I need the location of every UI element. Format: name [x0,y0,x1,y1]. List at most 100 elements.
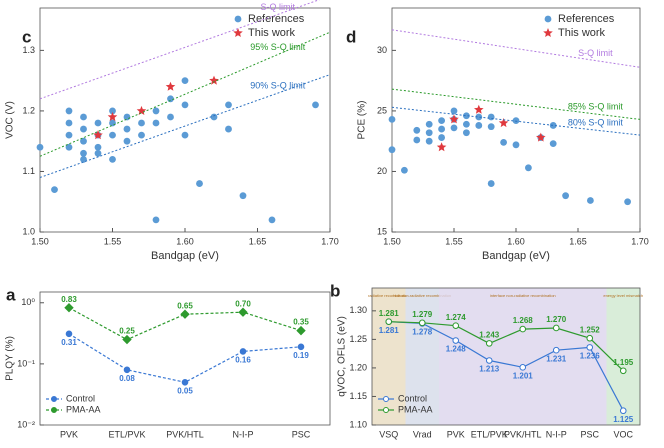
point [552,346,560,354]
point [65,131,73,139]
legend-label: This work [558,27,606,39]
value-label: 1.201 [513,371,534,380]
x-tick-label: 1.50 [31,236,49,246]
y-tick-label: 1.1 [22,166,35,176]
point [238,307,248,317]
point [562,192,569,200]
point [418,319,426,327]
point [123,366,131,374]
limit-line [39,0,320,100]
point [123,113,131,121]
point [65,330,73,338]
region [405,288,439,425]
point [436,142,447,152]
y-tick-label: 15 [377,226,387,236]
point [525,164,532,172]
point [180,309,190,319]
point [519,325,527,333]
point [181,131,189,139]
x-tick-label: PVK [447,429,465,439]
point [425,129,433,137]
point [210,113,218,121]
x-tick-label: PVK/HTL [504,429,542,439]
point [80,149,87,157]
point [152,119,160,127]
point [64,303,74,313]
point [619,407,627,415]
legend-marker [51,396,57,402]
point [122,334,132,345]
series-line [68,333,302,383]
point [385,318,393,325]
legend-marker [233,28,243,37]
point [485,357,493,364]
point [65,119,73,127]
series-line [388,321,624,411]
point [165,81,176,91]
value-label: 0.19 [293,351,309,360]
y-tick-label: 1.30 [349,305,367,315]
point [138,131,145,139]
point [65,107,73,115]
point [109,131,116,139]
point [123,137,131,145]
x-axis-label: Bandgap (eV) [151,250,219,262]
line-label: S-Q limit [261,2,296,12]
point [475,113,483,121]
point [152,107,160,115]
value-label: 0.35 [293,318,309,327]
point [487,113,495,121]
point [438,125,445,133]
value-label: 1.281 [379,326,400,335]
legend-marker [543,28,553,37]
region-label: interface non-radiative recombination [490,293,556,298]
y-tick-label: 1.25 [349,334,367,344]
value-label: 1.243 [479,330,500,339]
point [487,180,495,187]
x-tick-label: VSQ [379,429,398,439]
value-label: 1.281 [379,309,400,318]
region [606,288,640,425]
point [80,137,87,145]
point [475,122,483,129]
point [425,120,433,128]
y-axis-label: PCE (%) [357,101,368,140]
point [474,104,484,114]
point [93,130,103,140]
region-label: energy level mismatch [603,293,643,298]
legend-label: References [248,13,305,25]
value-label: 0.08 [119,374,135,383]
x-tick-label: Vrad [413,429,432,439]
line-label: 90% S-Q limit [250,80,306,90]
point [167,95,174,103]
point [239,192,247,200]
point [519,364,527,371]
point [225,101,232,109]
value-label: 1.270 [546,315,567,324]
point [388,115,396,123]
series-line [68,307,302,341]
point [181,77,189,85]
value-label: 1.252 [580,325,601,334]
legend-label: PMA-AA [398,404,433,414]
point [619,367,627,375]
point [587,197,594,204]
value-label: 1.236 [580,351,601,360]
legend-marker [383,407,389,413]
limit-line [391,29,641,68]
point [449,114,459,124]
y-tick-label: 10⁻¹ [17,358,35,368]
point [65,143,73,151]
x-axis-label: Bandgap (eV) [482,250,550,262]
legend-marker [383,396,389,402]
limit-line [39,31,331,157]
point [401,166,408,174]
point [136,105,147,115]
legend-label: References [558,13,615,25]
legend-label: This work [248,27,296,39]
point [549,122,557,129]
point [51,186,58,194]
legend-marker [234,15,242,23]
legend-marker [544,15,552,23]
